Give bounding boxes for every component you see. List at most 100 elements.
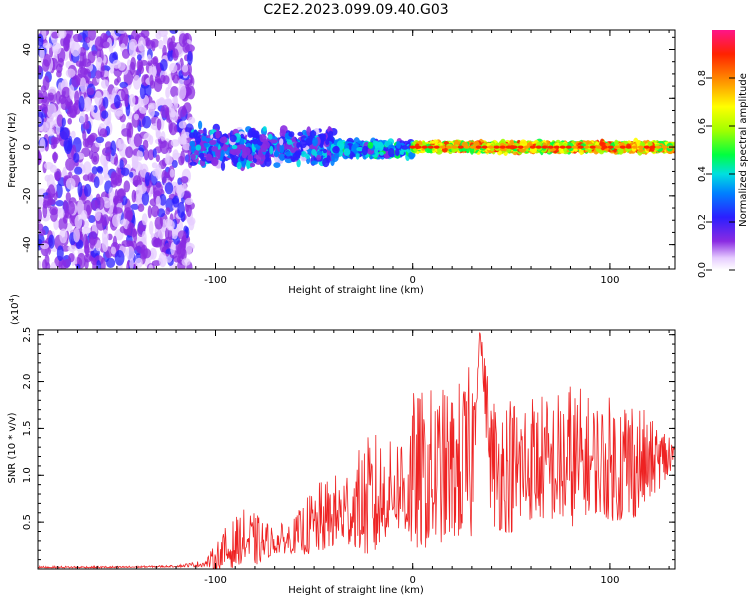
heatmap-cell — [164, 155, 173, 166]
heatmap-cell — [59, 127, 70, 140]
heatmap-cell — [151, 41, 156, 52]
x-tick-label: 0 — [410, 575, 416, 586]
heatmap-cell — [165, 207, 171, 215]
heatmap-cell — [131, 189, 137, 203]
heatmap-cell — [128, 94, 136, 107]
heatmap-cell — [51, 42, 62, 55]
heatmap-cell — [595, 145, 602, 149]
heatmap-cell — [205, 153, 213, 162]
heatmap-cell — [76, 263, 81, 269]
heatmap-cell — [177, 230, 187, 240]
heatmap-cell — [247, 154, 254, 162]
y-tick-label: 1.5 — [22, 420, 33, 436]
heatmap-cell — [208, 139, 217, 146]
heatmap-cell — [58, 94, 67, 105]
heatmap-cell — [136, 149, 143, 161]
snr-series-line — [38, 332, 675, 569]
heatmap-cell — [493, 145, 500, 149]
heatmap-cell — [65, 68, 76, 78]
heatmap-cell — [290, 147, 296, 154]
heatmap-cell — [577, 145, 584, 149]
x-tick-label: -100 — [204, 275, 227, 286]
heatmap-cell — [129, 61, 136, 75]
heatmap-cell — [88, 215, 96, 223]
heatmap-cell — [116, 30, 127, 34]
heatmap-cell — [249, 162, 256, 168]
heatmap-cell — [79, 111, 86, 125]
heatmap-cell — [229, 149, 235, 155]
heatmap-cell — [202, 127, 207, 137]
heatmap-cell — [231, 155, 240, 164]
heatmap-cell — [156, 118, 162, 131]
heatmap-cell — [91, 151, 100, 165]
heatmap-cell — [279, 138, 284, 146]
y-tick-label: 0 — [22, 144, 33, 150]
heatmap-cell — [661, 145, 668, 149]
heatmap-cell — [367, 141, 374, 149]
heatmap-cell — [153, 182, 164, 196]
heatmap-cell — [553, 145, 560, 149]
heatmap-cell — [141, 191, 150, 206]
heatmap-cell — [129, 258, 134, 269]
heatmap-cell — [147, 149, 155, 161]
heatmap-cell — [66, 200, 75, 215]
heatmap-cell — [155, 164, 162, 180]
heatmap-cell — [190, 145, 197, 152]
heatmap-cell — [108, 186, 115, 203]
heatmap-cell — [269, 139, 278, 144]
heatmap-cell — [38, 116, 42, 125]
heatmap-cell — [292, 152, 301, 161]
heatmap-cell — [133, 113, 139, 121]
heatmap-cell — [47, 184, 56, 200]
heatmap-cell — [274, 150, 279, 158]
heatmap-cell — [92, 259, 97, 269]
heatmap-cell — [43, 53, 51, 67]
heatmap-cell — [237, 144, 246, 150]
heatmap-cell — [63, 37, 70, 52]
heatmap-cell — [41, 90, 48, 104]
heatmap-cell — [64, 258, 71, 269]
heatmap-cell — [181, 64, 189, 73]
heatmap-cell — [155, 154, 160, 162]
heatmap-cell — [177, 201, 186, 218]
heatmap-cell — [47, 92, 55, 101]
heatmap-cell — [571, 145, 578, 149]
heatmap-cell — [183, 78, 193, 87]
heatmap-cell — [297, 131, 304, 137]
heatmap-cell — [78, 95, 85, 112]
x-tick-label: 0 — [410, 275, 416, 286]
heatmap-cell — [374, 148, 379, 154]
heatmap-cell — [305, 137, 314, 146]
y-tick-label: 2.0 — [22, 374, 33, 390]
heatmap-cell — [74, 214, 83, 229]
heatmap-cell — [343, 148, 351, 156]
heatmap-cell — [38, 149, 41, 165]
heatmap-cell — [159, 193, 167, 206]
heatmap-cell — [38, 207, 42, 224]
heatmap-cell — [68, 253, 75, 263]
heatmap-cell — [421, 145, 428, 149]
heatmap-cell — [72, 33, 83, 43]
spectrogram-ticks: -100 0 100 -40 -20 0 20 40 — [22, 30, 675, 286]
heatmap-cell — [129, 171, 134, 178]
heatmap-cell — [252, 130, 260, 138]
heatmap-cell — [119, 159, 124, 170]
heatmap-cell — [457, 145, 464, 149]
heatmap-cell — [160, 131, 166, 143]
heatmap-cell — [219, 136, 228, 144]
heatmap-cell — [71, 75, 81, 88]
heatmap-cell — [322, 148, 327, 154]
heatmap-cell — [326, 155, 331, 164]
heatmap-cell — [42, 259, 48, 269]
heatmap-cell — [547, 145, 554, 149]
snr-scale-label: (x104) — [8, 294, 21, 325]
svg-text:(x104): (x104) — [8, 294, 21, 325]
heatmap-cell — [110, 246, 117, 255]
heatmap-cell — [188, 132, 195, 139]
heatmap-cell — [220, 161, 226, 171]
heatmap-cell — [107, 94, 114, 102]
heatmap-cell — [180, 176, 189, 184]
heatmap-cell — [144, 172, 150, 187]
x-tick-label: 100 — [600, 575, 619, 586]
heatmap-cell — [262, 126, 267, 132]
